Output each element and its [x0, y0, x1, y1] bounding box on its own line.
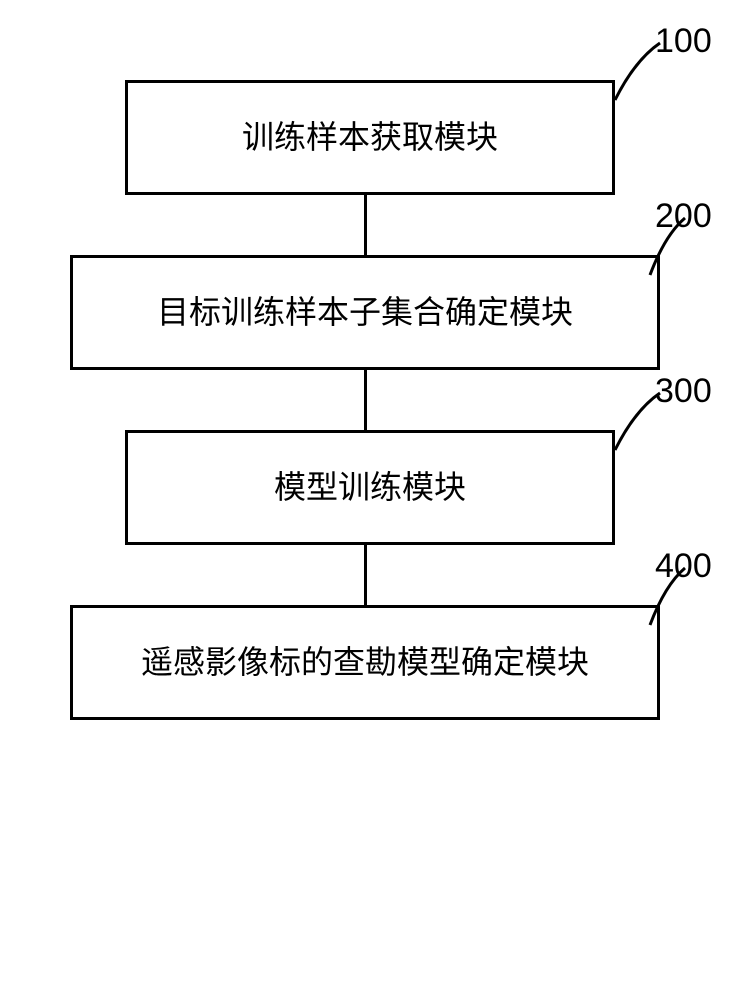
node-remote-sensing: 遥感影像标的查勘模型确定模块: [70, 605, 660, 720]
connector: [364, 370, 367, 430]
node-target-subset: 目标训练样本子集合确定模块: [70, 255, 660, 370]
node-label: 训练样本获取模块: [242, 118, 498, 156]
node-number-label: 100: [655, 22, 712, 61]
node-label: 模型训练模块: [274, 468, 466, 506]
node-number-label: 300: [655, 372, 712, 411]
node-training-sample: 训练样本获取模块: [125, 80, 615, 195]
node-number-label: 400: [655, 547, 712, 586]
node-model-training: 模型训练模块: [125, 430, 615, 545]
flowchart-container: 训练样本获取模块 100 目标训练样本子集合确定模块 200 模型训练模块 30…: [70, 80, 660, 720]
node-label: 目标训练样本子集合确定模块: [157, 293, 573, 331]
connector: [364, 545, 367, 605]
node-number-label: 200: [655, 197, 712, 236]
connector: [364, 195, 367, 255]
node-label: 遥感影像标的查勘模型确定模块: [141, 643, 589, 681]
